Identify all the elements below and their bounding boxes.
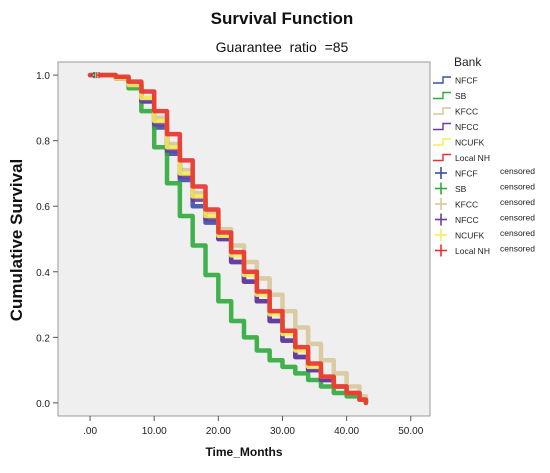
legend-swatch-1	[433, 91, 451, 100]
x-tick-label-4: 40.00	[334, 426, 359, 437]
legend-label-10: NCUFK	[455, 231, 485, 241]
legend-label-9: NFCC	[455, 215, 479, 225]
legend-suffix-8: censored	[500, 197, 535, 207]
y-axis-label: Cumulative Survival	[7, 159, 26, 322]
y-tick-label-1: 0.2	[36, 333, 50, 344]
legend-label-3: NFCC	[455, 122, 479, 132]
plot-area	[57, 61, 431, 417]
legend-label-7: SB	[455, 184, 467, 194]
y-tick-label-0: 0.0	[36, 399, 50, 410]
chart-subtitle: Guarantee ratio =85	[216, 39, 349, 55]
y-tick-label-3: 0.6	[36, 202, 50, 213]
series-line-5	[87, 72, 369, 406]
series-layer	[87, 72, 369, 406]
legend-swatch-3	[433, 122, 451, 131]
x-axis-label: Time_Months	[205, 445, 282, 459]
legend-suffix-6: censored	[500, 166, 535, 176]
x-tick-label-3: 30.00	[270, 426, 295, 437]
y-tick-label-4: 0.8	[36, 137, 50, 148]
legend-swatch-0	[433, 76, 451, 84]
legend-label-5: Local NH	[455, 153, 490, 163]
chart-title: Survival Function	[211, 9, 354, 28]
legend-label-1: SB	[455, 91, 467, 101]
legend-label-8: KFCC	[455, 200, 478, 210]
y-tick-label-5: 1.0	[36, 71, 50, 82]
axis-layer: .00 10.00 20.00 30.00 40.00 50.00 0.0 0.2 0.4 0.6…	[36, 71, 424, 437]
legend-suffix-7: censored	[500, 182, 535, 192]
legend-title: Bank	[454, 55, 482, 69]
y-tick-label-2: 0.4	[36, 268, 50, 279]
legend-swatch-2	[433, 107, 451, 115]
legend-suffix-10: censored	[500, 228, 535, 238]
legend-label-0: NFCF	[455, 76, 478, 86]
x-tick-label-0: .00	[83, 426, 97, 437]
legend-swatch-5	[433, 153, 451, 162]
legend: NFCF SB KFCC NFCC NCUFK Local NH NFCF censored S…	[433, 76, 535, 257]
x-tick-label-5: 50.00	[398, 426, 423, 437]
legend-label-2: KFCC	[455, 107, 478, 117]
x-tick-label-2: 20.00	[206, 426, 231, 437]
legend-label-6: NFCF	[455, 169, 478, 179]
x-tick-label-1: 10.00	[142, 426, 167, 437]
legend-label-11: Local NH	[455, 246, 490, 256]
legend-swatch-4	[433, 138, 451, 146]
legend-label-4: NCUFK	[455, 138, 485, 148]
legend-suffix-11: censored	[500, 244, 535, 254]
legend-suffix-9: censored	[500, 213, 535, 223]
